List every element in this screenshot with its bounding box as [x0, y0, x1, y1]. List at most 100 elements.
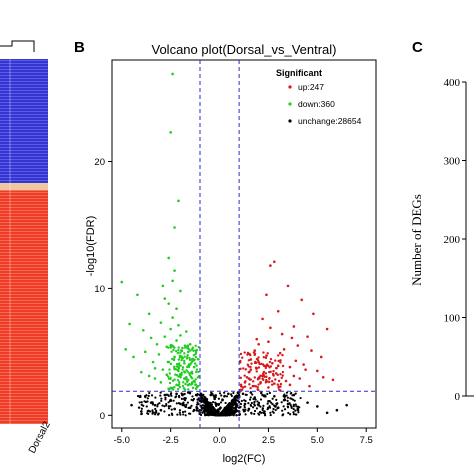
scatter-point-unchange: [292, 411, 295, 414]
scatter-point-unchange: [255, 407, 259, 410]
scatter-point-unchange: [195, 407, 198, 411]
scatter-point-down: [193, 362, 197, 365]
legend-title: Significant: [276, 68, 322, 78]
legend: Significant up:247 down:360 unchange:28654: [276, 68, 362, 126]
scatter-point-down: [153, 367, 157, 370]
scatter-point-up: [279, 372, 282, 376]
scatter-point-unchange: [223, 394, 226, 398]
scatter-point-unchange: [146, 410, 149, 413]
scatter-point-down: [171, 316, 174, 319]
scatter-point-unchange: [144, 400, 148, 404]
y-tick-label: 20: [94, 157, 105, 168]
scatter-point-up: [257, 366, 261, 369]
scatter-point-unchange: [196, 401, 199, 404]
scatter-point-down: [183, 346, 187, 349]
bar-y-axis: 0 100 200 300 400: [444, 77, 474, 403]
scatter-point-down: [179, 351, 182, 354]
scatter-point-up: [279, 361, 282, 364]
scatter-point-up: [251, 380, 255, 383]
scatter-point-unchange: [298, 406, 301, 409]
scatter-point-unchange: [178, 396, 181, 399]
scatter-point-unchange: [216, 412, 219, 416]
scatter-point-unchange: [202, 404, 205, 407]
scatter-point-down: [181, 346, 184, 350]
scatter-point-down: [194, 352, 197, 355]
scatter-point-unchange: [249, 396, 252, 399]
scatter-point-unchange: [294, 392, 297, 395]
scatter-point-up: [273, 260, 276, 264]
scatter-point-down: [186, 355, 189, 358]
scatter-point-unchange: [283, 393, 286, 396]
scatter-point-down: [153, 377, 157, 380]
scatter-point-down: [178, 386, 182, 389]
scatter-point-down: [181, 357, 184, 360]
scatter-point-up: [280, 332, 284, 336]
scatter-point-up: [256, 386, 259, 389]
scatter-point-unchange: [160, 397, 163, 400]
scatter-point-unchange: [158, 402, 161, 405]
scatter-point-unchange: [153, 403, 157, 407]
scatter-point-up: [269, 365, 273, 368]
panel-label-b: B: [74, 39, 85, 56]
scatter-point-up: [261, 317, 264, 321]
x-tick-label: 0.0: [213, 435, 226, 446]
scatter-point-down: [179, 376, 182, 379]
scatter-point-down: [167, 302, 171, 305]
scatter-point-unchange: [148, 391, 151, 395]
scatter-point-unchange: [239, 405, 242, 409]
scatter-point-up: [264, 366, 268, 370]
scatter-point-unchange: [199, 392, 203, 396]
scatter-point-unchange: [184, 405, 187, 408]
legend-marker: [288, 119, 292, 123]
scatter-point-up: [325, 327, 329, 331]
scatter-point-up: [267, 386, 270, 389]
scatter-point-unchange: [204, 406, 207, 410]
x-tick-label: 2.5: [262, 435, 275, 446]
scatter-point-up: [278, 351, 282, 355]
scatter-point-unchange: [143, 394, 147, 398]
bar-y-tick-label: 400: [444, 77, 461, 89]
scatter-point-up: [265, 293, 268, 297]
scatter-point-unchange: [238, 413, 241, 417]
scatter-point-down: [183, 371, 187, 374]
scatter-point-unchange: [232, 411, 236, 414]
scatter-point-unchange: [209, 410, 212, 413]
scatter-point-unchange: [212, 400, 215, 404]
scatter-point-up: [274, 359, 277, 362]
scatter-point-unchange: [167, 401, 170, 404]
scatter-point-down: [175, 307, 178, 311]
scatter-point-unchange: [209, 401, 212, 404]
scatter-point-down: [173, 365, 176, 369]
scatter-point-up: [249, 368, 253, 371]
scatter-point-down: [175, 363, 179, 366]
scatter-point-unchange: [250, 412, 253, 415]
scatter-point-unchange: [296, 407, 300, 411]
scatter-point-up: [239, 388, 242, 391]
scatter-point-unchange: [235, 394, 239, 398]
scatter-point-up: [265, 378, 268, 382]
scatter-point-unchange: [157, 412, 160, 415]
scatter-point-up: [253, 352, 257, 355]
scatter-point-down: [173, 385, 176, 389]
scatter-point-unchange: [163, 410, 166, 413]
legend-marker: [288, 102, 292, 106]
scatter-point-unchange: [206, 397, 209, 401]
scatter-point-unchange: [154, 411, 157, 414]
scatter-point-unchange: [138, 406, 141, 409]
scatter-point-down: [149, 336, 153, 340]
scatter-point-down: [194, 370, 198, 374]
scatter-point-up: [269, 357, 273, 361]
scatter-point-unchange: [243, 406, 246, 409]
scatter-point-unchange: [161, 404, 164, 407]
scatter-point-unchange: [247, 407, 251, 411]
scatter-point-up: [331, 378, 335, 382]
scatter-point-down: [194, 378, 197, 381]
scatter-point-unchange: [286, 402, 290, 406]
plot-frame: [111, 59, 377, 429]
scatter-point-up: [244, 368, 247, 371]
scatter-point-up: [310, 349, 313, 352]
scatter-point-unchange: [146, 412, 149, 415]
scatter-point-unchange: [146, 397, 149, 400]
scatter-point-up: [277, 379, 281, 383]
scatter-point-down: [169, 344, 173, 348]
